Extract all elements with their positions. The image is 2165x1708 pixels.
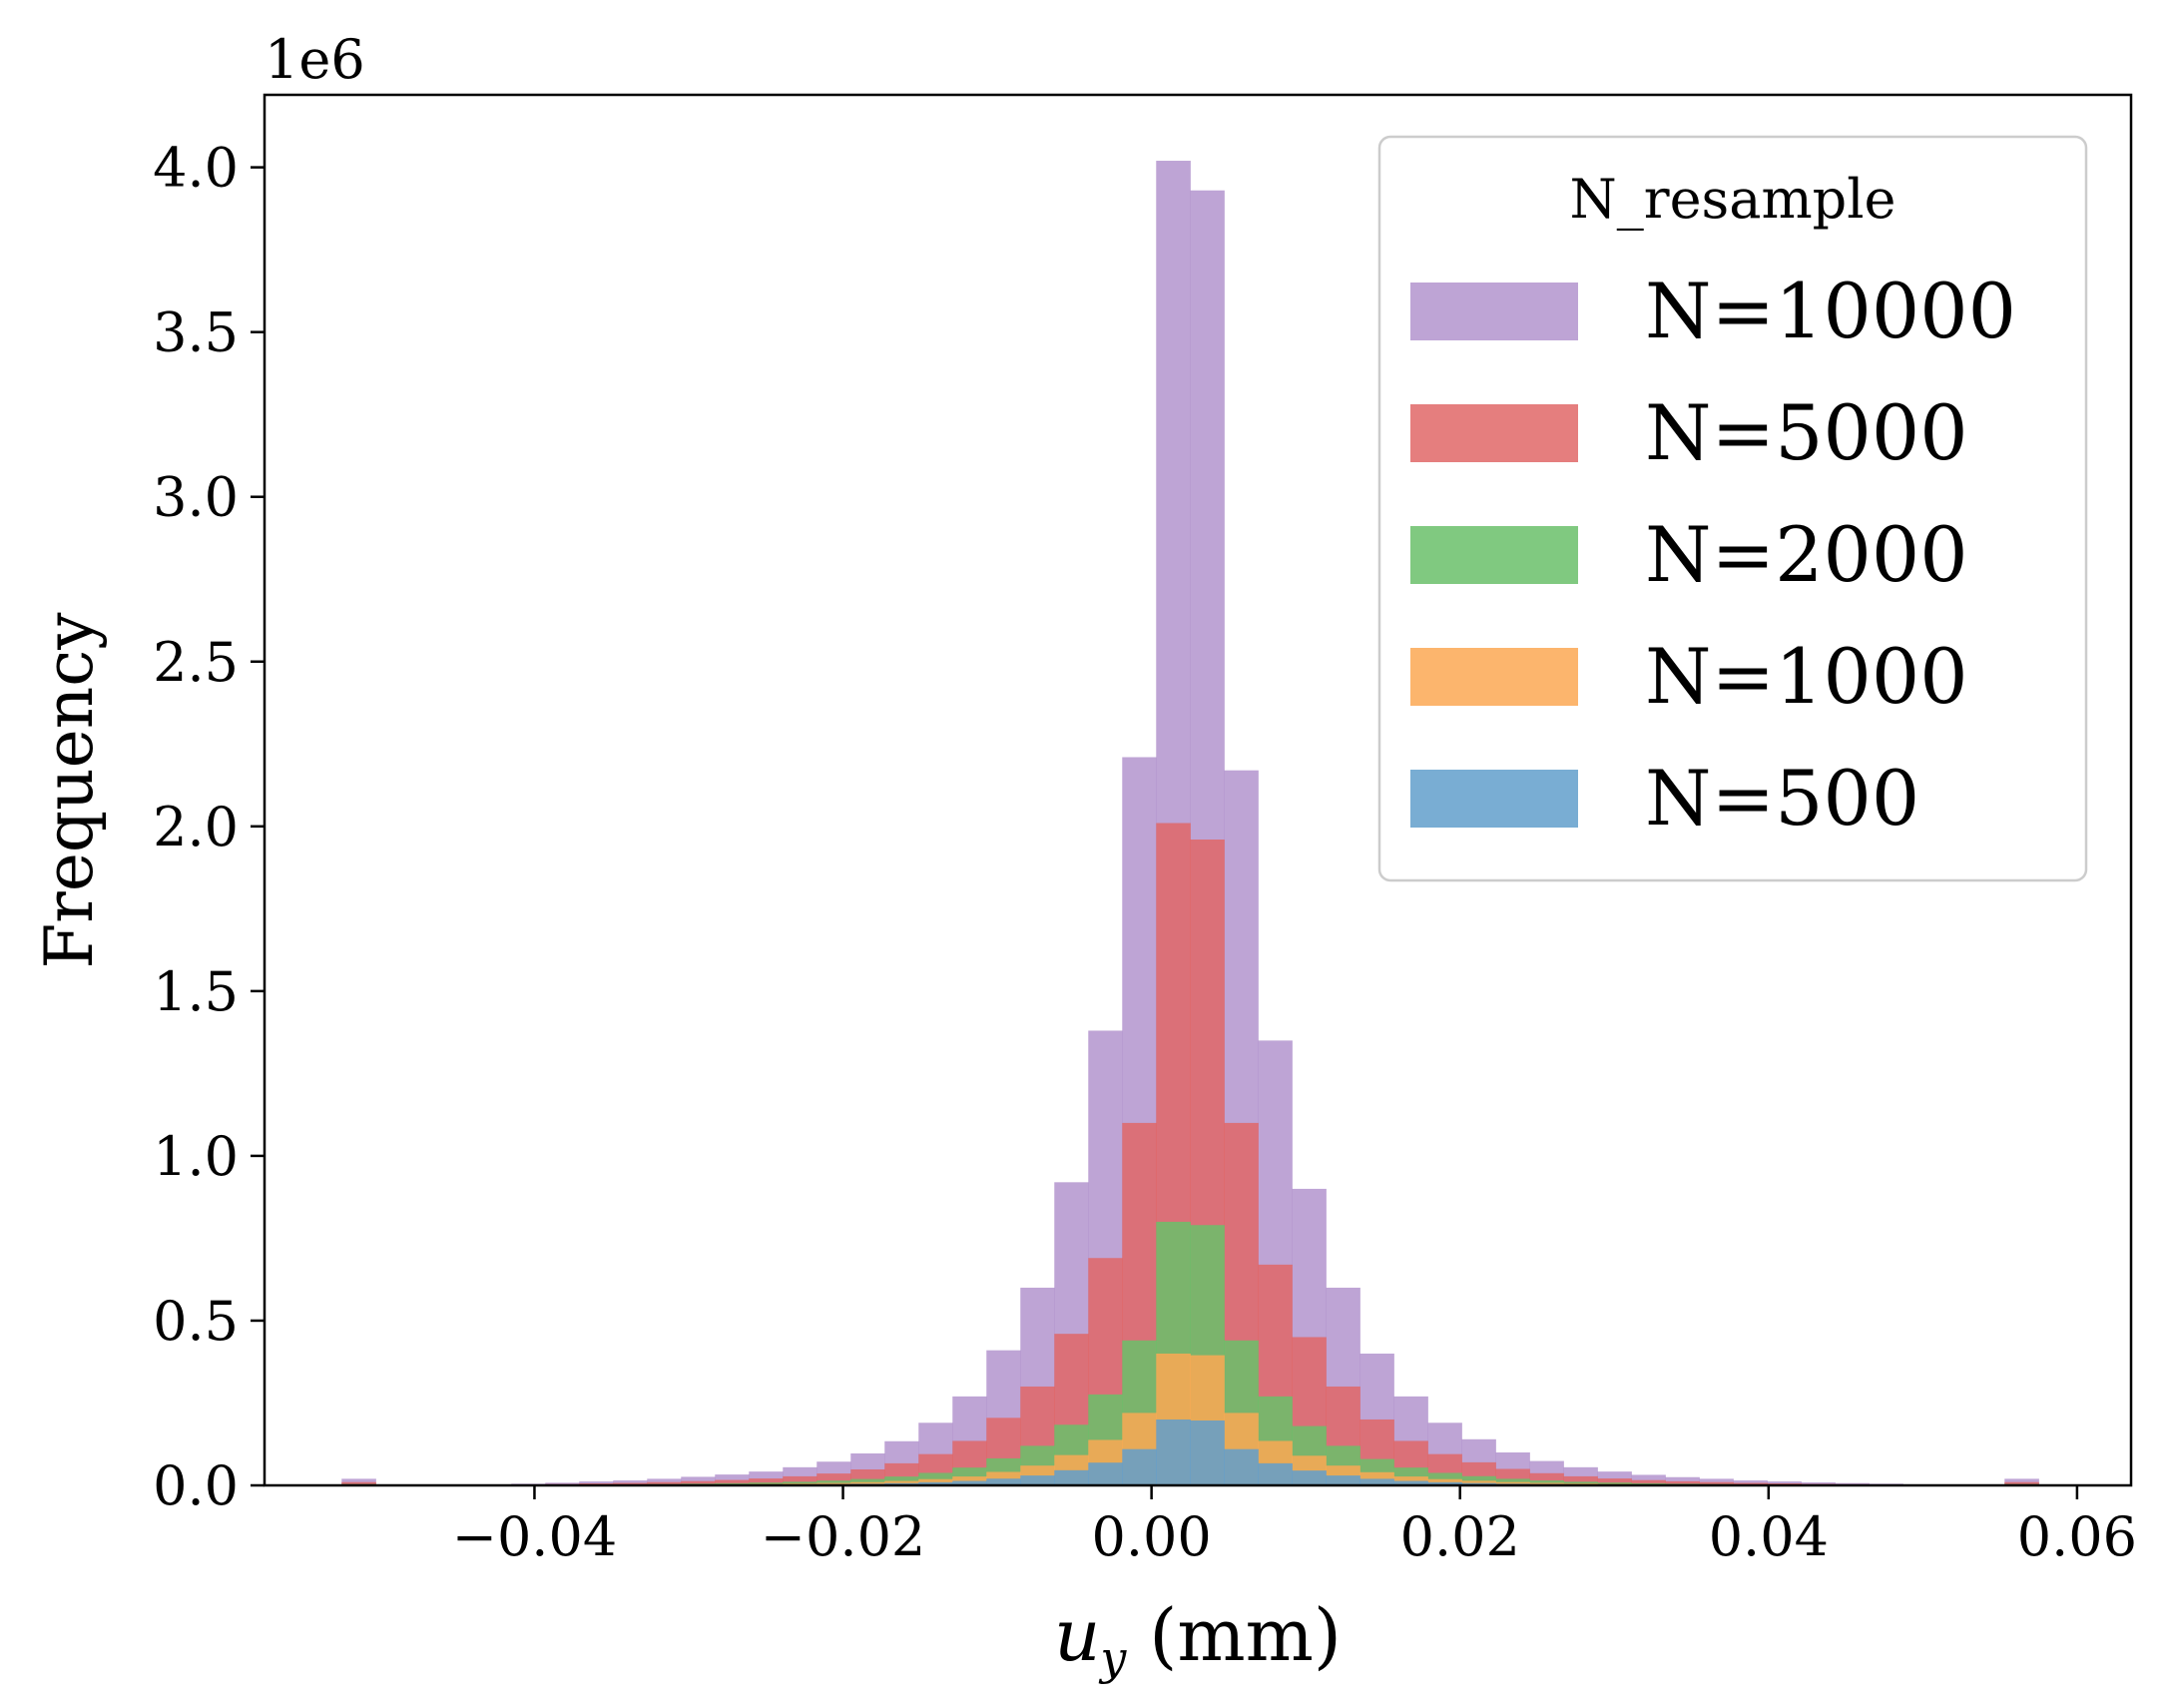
bar	[341, 1481, 376, 1485]
bar	[1699, 1481, 1734, 1485]
bar	[783, 1475, 817, 1485]
bar	[1427, 1481, 1462, 1485]
bar	[1665, 1480, 1700, 1485]
bar	[952, 1480, 987, 1485]
axes	[263, 93, 2133, 1487]
legend-swatch	[1410, 770, 1578, 828]
bar	[1054, 1469, 1089, 1485]
y-tick-label: 2.5	[153, 631, 239, 694]
x-axis-label-unit: (mm)	[1126, 1593, 1342, 1677]
x-tick-label: 0.06	[2017, 1505, 2137, 1568]
legend-swatch	[1410, 404, 1578, 462]
bar	[545, 1482, 580, 1485]
bar	[1631, 1479, 1666, 1485]
y-tick-label: 1.0	[153, 1125, 239, 1188]
x-tick-label: −0.02	[761, 1505, 925, 1568]
legend-label: N=5000	[1645, 388, 1968, 477]
histogram-bars	[341, 161, 2039, 1486]
legend-swatch	[1410, 648, 1578, 706]
bar	[884, 1476, 919, 1485]
x-tick-label: 0.00	[1092, 1505, 1212, 1568]
bar	[986, 1478, 1021, 1485]
bar	[1224, 1448, 1259, 1485]
y-tick-label: 3.5	[153, 301, 239, 364]
bar	[2004, 1481, 2039, 1485]
bar	[1529, 1480, 1564, 1485]
x-tick-label: 0.04	[1709, 1505, 1829, 1568]
bar	[1563, 1475, 1598, 1485]
bar	[681, 1480, 716, 1485]
x-tick-label: −0.04	[452, 1505, 617, 1568]
bar	[1393, 1480, 1428, 1485]
bar	[1258, 1462, 1293, 1485]
bar	[1088, 1462, 1123, 1485]
legend-label: N=10000	[1645, 267, 2016, 355]
series-N=500	[341, 1419, 2039, 1485]
bar	[647, 1481, 682, 1485]
x-axis-label: uy (mm)	[1054, 1593, 1342, 1685]
bar	[1190, 1420, 1225, 1485]
y-tick-label: 3.0	[153, 466, 239, 529]
bar	[1326, 1475, 1360, 1485]
bar	[918, 1481, 953, 1485]
x-tick-label: 0.02	[1400, 1505, 1520, 1568]
y-tick-label: 4.0	[153, 137, 239, 200]
legend-label: N=2000	[1645, 510, 1968, 599]
legend-label: N=1000	[1645, 632, 1968, 721]
legend-swatch	[1410, 283, 1578, 340]
plot-frame	[263, 93, 2133, 1487]
legend-entries: N=10000 N=5000 N=2000 N=1000 N=500	[1410, 267, 2016, 843]
bar	[1020, 1475, 1055, 1485]
y-tick-label: 2.0	[153, 796, 239, 858]
x-axis-label-subscript: y	[1098, 1631, 1127, 1685]
bar	[1359, 1478, 1394, 1485]
legend-label: N=500	[1645, 754, 1919, 843]
bar	[715, 1479, 750, 1485]
bar	[1122, 1448, 1157, 1485]
y-axis-label: Frequency	[31, 612, 108, 969]
y-tick-label: 0.0	[153, 1454, 239, 1517]
y-tick-label: 0.5	[153, 1290, 239, 1353]
bar	[1597, 1478, 1632, 1485]
bar	[749, 1478, 784, 1485]
x-axis-label-symbol: u	[1054, 1593, 1100, 1677]
y-offset-label: 1e6	[265, 28, 365, 91]
legend: N_resample N=10000 N=5000 N=2000 N=1000 N=50…	[1377, 135, 2088, 882]
y-tick-label: 1.5	[153, 960, 239, 1023]
bar	[816, 1473, 851, 1485]
bar	[1292, 1470, 1327, 1485]
ticks: −0.04 −0.02 0.00 0.02 0.04 0.06 0.0 0.5 1.0 1.5 2.…	[153, 137, 2137, 1568]
legend-swatch	[1410, 526, 1578, 584]
legend-title: N_resample	[1570, 168, 1896, 231]
bar	[1156, 1419, 1191, 1485]
